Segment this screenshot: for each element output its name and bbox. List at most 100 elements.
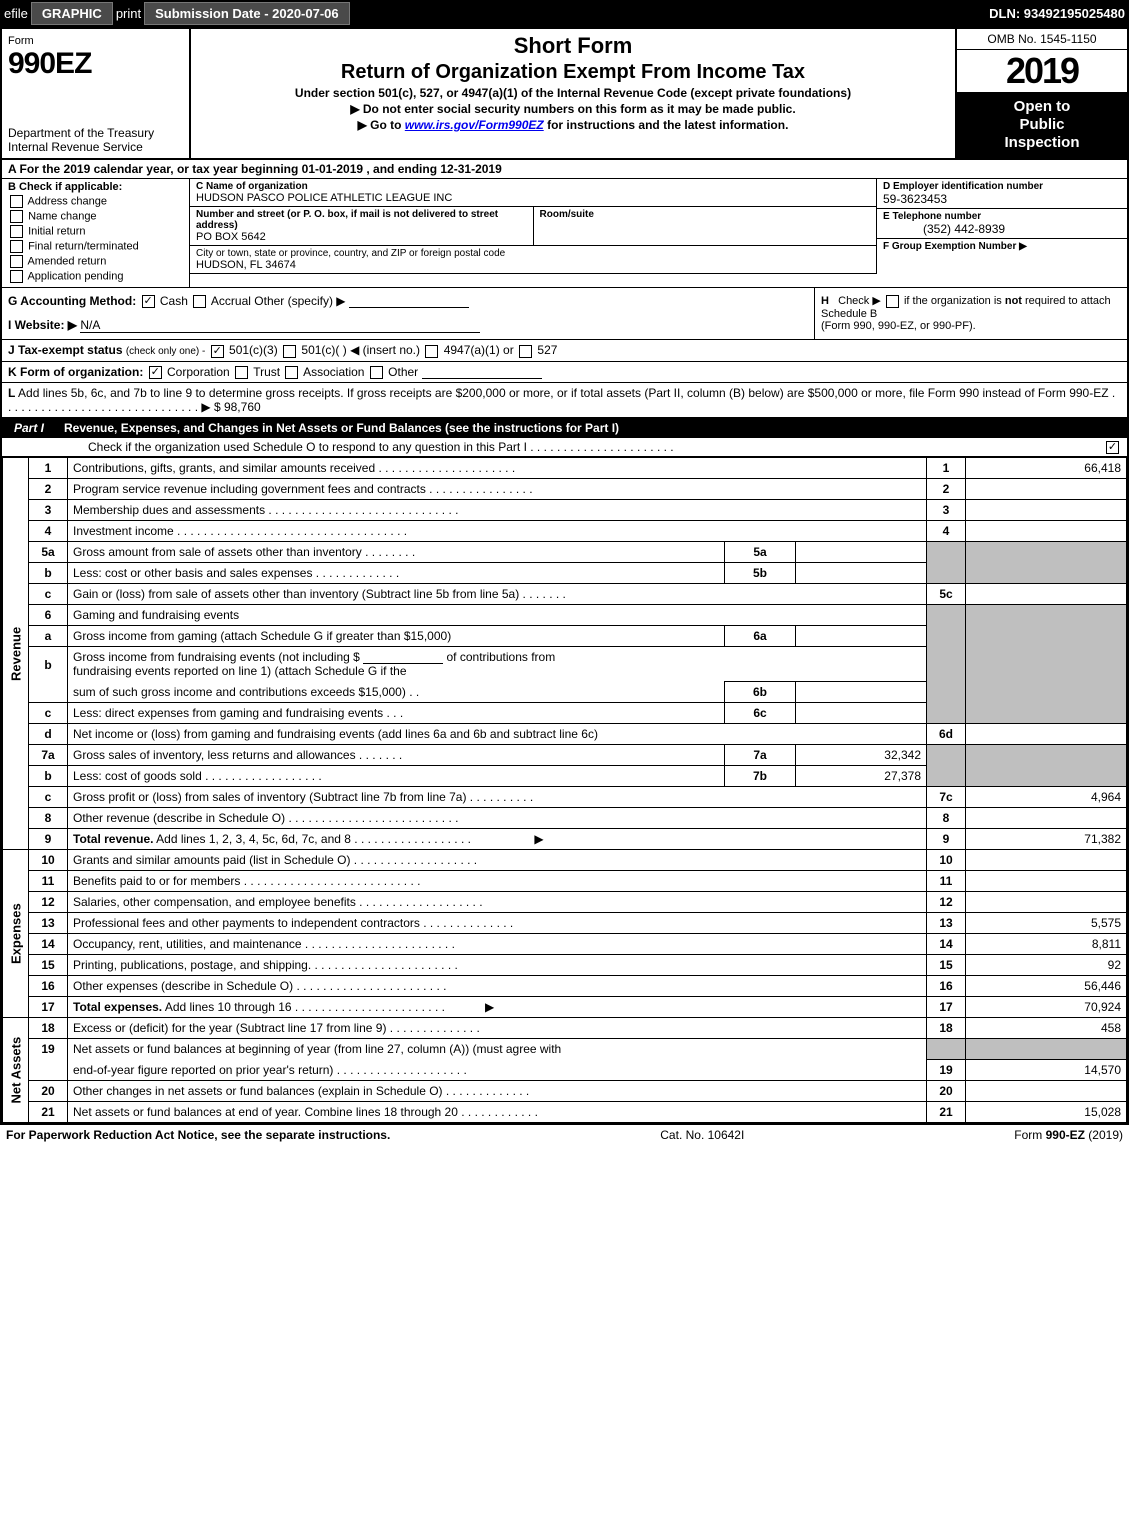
room-suite-block: Room/suite [534,207,878,246]
city-value: HUDSON, FL 34674 [196,259,870,271]
chk-address-change[interactable]: Address change [8,195,183,208]
section-d: D Employer identification number 59-3623… [877,179,1127,209]
header-center: Short Form Return of Organization Exempt… [191,29,955,158]
i-label: I Website: ▶ [8,318,77,332]
efile-label: efile [4,6,28,21]
row-9: 9 Total revenue. Add lines 1, 2, 3, 4, 5… [3,829,1127,850]
row-16: 16 Other expenses (describe in Schedule … [3,976,1127,997]
footer-left: For Paperwork Reduction Act Notice, see … [6,1128,390,1142]
chk-association[interactable] [285,366,298,379]
ein-label: D Employer identification number [883,181,1121,192]
inspection-line2: Public [959,116,1125,134]
form-number: 990EZ [8,47,91,80]
other-specify-input[interactable] [349,307,469,308]
footer-mid: Cat. No. 10642I [390,1128,1014,1142]
chk-amended-return[interactable]: Amended return [8,255,183,268]
street-label: Number and street (or P. O. box, if mail… [196,209,527,231]
row-11: 11 Benefits paid to or for members . . .… [3,871,1127,892]
chk-501c3[interactable] [211,345,224,358]
j-hint: (check only one) - [126,346,205,357]
line-l: L Add lines 5b, 6c, and 7b to line 9 to … [2,383,1127,418]
l-text: Add lines 5b, 6c, and 7b to line 9 to de… [8,386,1115,414]
section-e: E Telephone number (352) 442-8939 [877,209,1127,239]
city-label: City or town, state or province, country… [196,248,870,259]
chk-schedule-o[interactable] [1106,441,1119,454]
k-label: K Form of organization: [8,365,143,379]
footer-right: Form 990-EZ (2019) [1014,1128,1123,1142]
city-block: City or town, state or province, country… [190,246,877,274]
chk-application-pending[interactable]: Application pending [8,270,183,283]
chk-cash[interactable] [142,295,155,308]
form-header: Form 990EZ Department of the Treasury In… [2,29,1127,160]
submission-date-button[interactable]: Submission Date - 2020-07-06 [144,2,350,25]
expenses-side-label: Expenses [3,850,29,1018]
graphic-button[interactable]: GRAPHIC [31,2,113,25]
part1-label: Part I [2,418,56,438]
part1-table: Revenue 1 Contributions, gifts, grants, … [2,457,1127,1123]
row-6a: a Gross income from gaming (attach Sched… [3,626,1127,647]
chk-4947[interactable] [425,345,438,358]
l-amount: $ 98,760 [214,400,261,414]
row-5a: 5a Gross amount from sale of assets othe… [3,542,1127,563]
j-label: J Tax-exempt status [8,343,123,357]
def-column: D Employer identification number 59-3623… [877,179,1127,274]
section-f: F Group Exemption Number ▶ [877,239,1127,254]
inspection-line3: Inspection [959,134,1125,152]
chk-trust[interactable] [235,366,248,379]
tax-year: 2019 [957,50,1127,92]
row-8: 8 Other revenue (describe in Schedule O)… [3,808,1127,829]
g-label: G Accounting Method: [8,294,136,308]
dln-label: DLN: 93492195025480 [989,6,1125,21]
part1-title: Revenue, Expenses, and Changes in Net As… [56,418,627,438]
chk-initial-return[interactable]: Initial return [8,225,183,238]
revenue-side-label: Revenue [3,458,29,850]
chk-501c[interactable] [283,345,296,358]
row-3: 3 Membership dues and assessments . . . … [3,500,1127,521]
row-6b-1: b Gross income from fundraising events (… [3,647,1127,682]
row-12: 12 Salaries, other compensation, and emp… [3,892,1127,913]
row-19-2: end-of-year figure reported on prior yea… [3,1059,1127,1080]
chk-not-required-scheduleB[interactable] [886,295,899,308]
row-7b: b Less: cost of goods sold . . . . . . .… [3,766,1127,787]
h-label: H [821,295,829,307]
subtitle: Under section 501(c), 527, or 4947(a)(1)… [199,86,947,100]
row-6: 6 Gaming and fundraising events [3,605,1127,626]
group-exemption-label: F Group Exemption Number ▶ [883,241,1121,252]
irs-gov-link[interactable]: www.irs.gov/Form990EZ [405,118,544,132]
line-h: H Check ▶ if the organization is not req… [814,288,1127,339]
line-g-h: G Accounting Method: Cash Accrual Other … [2,288,1127,340]
chk-other-org[interactable] [370,366,383,379]
l-label: L [8,386,15,400]
top-bar: efile GRAPHIC print Submission Date - 20… [0,0,1129,27]
chk-name-change[interactable]: Name change [8,210,183,223]
chk-corporation[interactable] [149,366,162,379]
other-org-input[interactable] [422,378,542,379]
street-value: PO BOX 5642 [196,231,527,243]
row-1: Revenue 1 Contributions, gifts, grants, … [3,458,1127,479]
page-footer: For Paperwork Reduction Act Notice, see … [0,1125,1129,1145]
dept-line2: Internal Revenue Service [8,140,183,154]
short-form-title: Short Form [199,33,947,59]
chk-final-return[interactable]: Final return/terminated [8,240,183,253]
part1-header: Part I Revenue, Expenses, and Changes in… [2,418,1127,438]
form-word: Form [8,35,34,47]
schedule-o-text: Check if the organization used Schedule … [8,440,674,454]
row-21: 21 Net assets or fund balances at end of… [3,1101,1127,1122]
form-container: Form 990EZ Department of the Treasury In… [0,27,1129,1125]
row-15: 15 Printing, publications, postage, and … [3,955,1127,976]
org-name-label: C Name of organization [196,181,870,192]
section-b-title: B Check if applicable: [8,181,183,193]
header-right: OMB No. 1545-1150 2019 Open to Public In… [955,29,1127,158]
telephone-label: E Telephone number [883,211,1121,222]
row-7a: 7a Gross sales of inventory, less return… [3,745,1127,766]
section-c-d-e-f: C Name of organization HUDSON PASCO POLI… [190,179,1127,287]
row-20: 20 Other changes in net assets or fund b… [3,1080,1127,1101]
print-label[interactable]: print [116,6,141,21]
row-18: Net Assets 18 Excess or (deficit) for th… [3,1018,1127,1039]
line-k: K Form of organization: Corporation Trus… [2,362,1127,383]
chk-accrual[interactable] [193,295,206,308]
warn2-pre: ▶ Go to [358,118,405,132]
row-13: 13 Professional fees and other payments … [3,913,1127,934]
ein-value: 59-3623453 [883,192,1121,206]
chk-527[interactable] [519,345,532,358]
